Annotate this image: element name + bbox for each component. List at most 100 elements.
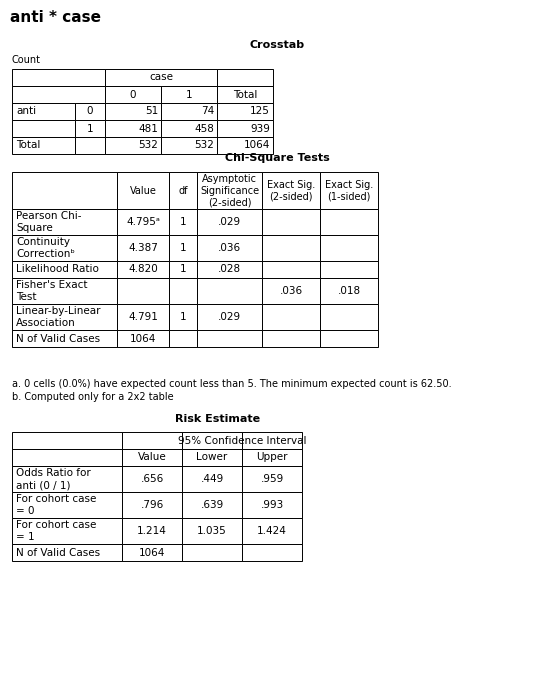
Bar	[122, 518, 182, 544]
Text: 1064: 1064	[130, 333, 156, 344]
Text: 0: 0	[130, 89, 136, 100]
Text: .449: .449	[200, 474, 224, 484]
Text: Lower: Lower	[196, 453, 228, 462]
Bar	[320, 235, 378, 261]
Bar	[197, 304, 262, 330]
Bar	[320, 278, 378, 304]
Text: 1064: 1064	[244, 141, 270, 150]
Text: anti * case: anti * case	[10, 10, 101, 24]
Text: Asymptotic
Significance
(2-sided): Asymptotic Significance (2-sided)	[200, 173, 259, 207]
Bar	[182, 449, 242, 466]
Text: .036: .036	[279, 286, 302, 296]
Bar	[197, 330, 262, 347]
Bar	[75, 103, 105, 120]
Text: Upper: Upper	[256, 453, 287, 462]
Bar	[122, 466, 182, 492]
Bar	[169, 235, 197, 261]
Text: 458: 458	[194, 123, 214, 134]
Bar	[182, 432, 242, 449]
Bar	[117, 209, 169, 235]
Bar	[12, 330, 117, 347]
Bar	[12, 432, 122, 449]
Bar	[182, 466, 242, 492]
Text: Value: Value	[138, 453, 166, 462]
Text: case: case	[149, 73, 173, 82]
Text: .028: .028	[218, 265, 241, 274]
Text: Total: Total	[16, 141, 41, 150]
Text: Likelihood Ratio: Likelihood Ratio	[16, 265, 99, 274]
Text: Exact Sig.
(1-sided): Exact Sig. (1-sided)	[325, 179, 373, 202]
Text: For cohort case
= 0: For cohort case = 0	[16, 494, 97, 516]
Bar	[122, 492, 182, 518]
Text: Odds Ratio for
anti (0 / 1): Odds Ratio for anti (0 / 1)	[16, 468, 91, 490]
Text: b. Computed only for a 2x2 table: b. Computed only for a 2x2 table	[12, 392, 174, 402]
Bar	[169, 304, 197, 330]
Text: Value: Value	[129, 186, 157, 195]
Bar	[105, 137, 161, 154]
Text: For cohort case
= 1: For cohort case = 1	[16, 520, 97, 542]
Bar	[217, 103, 273, 120]
Text: 1.424: 1.424	[257, 526, 287, 536]
Text: 1064: 1064	[139, 547, 165, 557]
Text: 4.820: 4.820	[128, 265, 158, 274]
Bar	[320, 304, 378, 330]
Bar	[117, 278, 169, 304]
Bar	[262, 172, 320, 209]
Text: N of Valid Cases: N of Valid Cases	[16, 547, 100, 557]
Bar	[161, 103, 217, 120]
Text: Pearson Chi-
Square: Pearson Chi- Square	[16, 211, 82, 233]
Bar	[242, 449, 302, 466]
Text: 939: 939	[250, 123, 270, 134]
Bar	[105, 103, 161, 120]
Bar	[197, 209, 262, 235]
Text: Risk Estimate: Risk Estimate	[175, 414, 260, 424]
Bar	[161, 137, 217, 154]
Bar	[262, 330, 320, 347]
Bar	[12, 103, 75, 120]
Bar	[12, 235, 117, 261]
Bar	[262, 278, 320, 304]
Bar	[12, 209, 117, 235]
Bar	[12, 172, 117, 209]
Text: df: df	[178, 186, 188, 195]
Text: 4.387: 4.387	[128, 243, 158, 253]
Bar	[117, 235, 169, 261]
Bar	[12, 466, 122, 492]
Bar	[122, 449, 182, 466]
Bar	[169, 330, 197, 347]
Bar	[182, 518, 242, 544]
Bar	[217, 69, 273, 86]
Bar	[12, 120, 75, 137]
Text: N of Valid Cases: N of Valid Cases	[16, 333, 100, 344]
Text: .959: .959	[260, 474, 284, 484]
Text: 0: 0	[87, 107, 93, 116]
Text: 74: 74	[201, 107, 214, 116]
Text: Linear-by-Linear
Association: Linear-by-Linear Association	[16, 306, 100, 328]
Bar	[12, 518, 122, 544]
Text: .639: .639	[200, 500, 224, 510]
Text: anti: anti	[16, 107, 36, 116]
Bar	[169, 209, 197, 235]
Bar	[122, 544, 182, 561]
Bar	[320, 209, 378, 235]
Bar	[161, 86, 217, 103]
Bar	[105, 120, 161, 137]
Text: 4.791: 4.791	[128, 312, 158, 322]
Bar	[75, 137, 105, 154]
Bar	[320, 330, 378, 347]
Bar	[197, 235, 262, 261]
Text: Fisher's Exact
Test: Fisher's Exact Test	[16, 280, 88, 302]
Text: .018: .018	[337, 286, 361, 296]
Bar	[197, 261, 262, 278]
Bar	[217, 120, 273, 137]
Bar	[105, 69, 217, 86]
Bar	[242, 432, 302, 449]
Bar	[217, 86, 273, 103]
Bar	[169, 172, 197, 209]
Text: 4.795ᵃ: 4.795ᵃ	[126, 217, 160, 227]
Bar	[12, 492, 122, 518]
Text: 95% Confidence Interval: 95% Confidence Interval	[178, 435, 306, 446]
Bar	[262, 304, 320, 330]
Text: .993: .993	[260, 500, 284, 510]
Text: Chi-Square Tests: Chi-Square Tests	[225, 153, 330, 163]
